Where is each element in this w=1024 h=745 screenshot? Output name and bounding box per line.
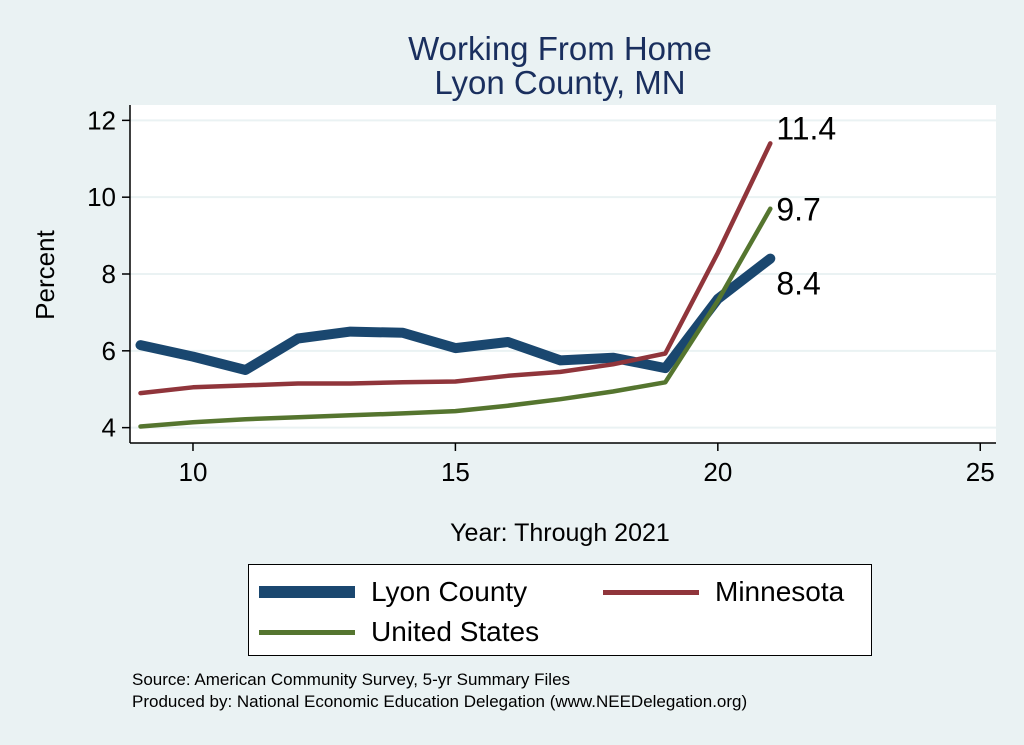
- series-line-minnesota: [138, 141, 773, 396]
- x-tick-label: 20: [703, 457, 732, 487]
- x-tick-label: 10: [179, 457, 208, 487]
- y-tick-label: 4: [102, 413, 116, 443]
- legend-swatch-lyon-county: [259, 586, 355, 598]
- legend-swatch-minnesota: [603, 589, 699, 595]
- x-axis-label: Year: Through 2021: [450, 519, 670, 547]
- legend-swatch-united-states: [259, 629, 355, 635]
- y-axis-label: Percent: [30, 230, 60, 320]
- series-line-lyon-county: [135, 253, 776, 375]
- end-label-lyon-county: 8.4: [776, 266, 820, 302]
- legend: Lyon County Minnesota United States: [248, 564, 872, 656]
- x-tick-label: 25: [966, 457, 995, 487]
- producer-note: Produced by: National Economic Education…: [132, 692, 748, 711]
- legend-item-united-states: United States: [259, 615, 539, 649]
- y-tick-label: 8: [102, 259, 116, 289]
- legend-item-lyon-county: Lyon County: [259, 575, 527, 609]
- legend-item-minnesota: Minnesota: [603, 575, 844, 609]
- legend-label-united-states: United States: [371, 616, 540, 647]
- chart-subtitle: Lyon County, MN: [434, 64, 686, 101]
- legend-label-minnesota: Minnesota: [715, 576, 845, 607]
- chart-title: Working From Home: [408, 30, 712, 67]
- y-tick-label: 12: [87, 105, 116, 135]
- source-note: Source: American Community Survey, 5-yr …: [132, 670, 571, 689]
- x-tick-label: 15: [441, 457, 470, 487]
- y-tick-label: 6: [102, 336, 116, 366]
- series-line-united-states: [138, 206, 773, 429]
- legend-label-lyon-county: Lyon County: [371, 576, 528, 607]
- y-tick-label: 10: [87, 182, 116, 212]
- end-label-united-states: 9.7: [776, 192, 820, 228]
- end-label-minnesota: 11.4: [776, 110, 836, 146]
